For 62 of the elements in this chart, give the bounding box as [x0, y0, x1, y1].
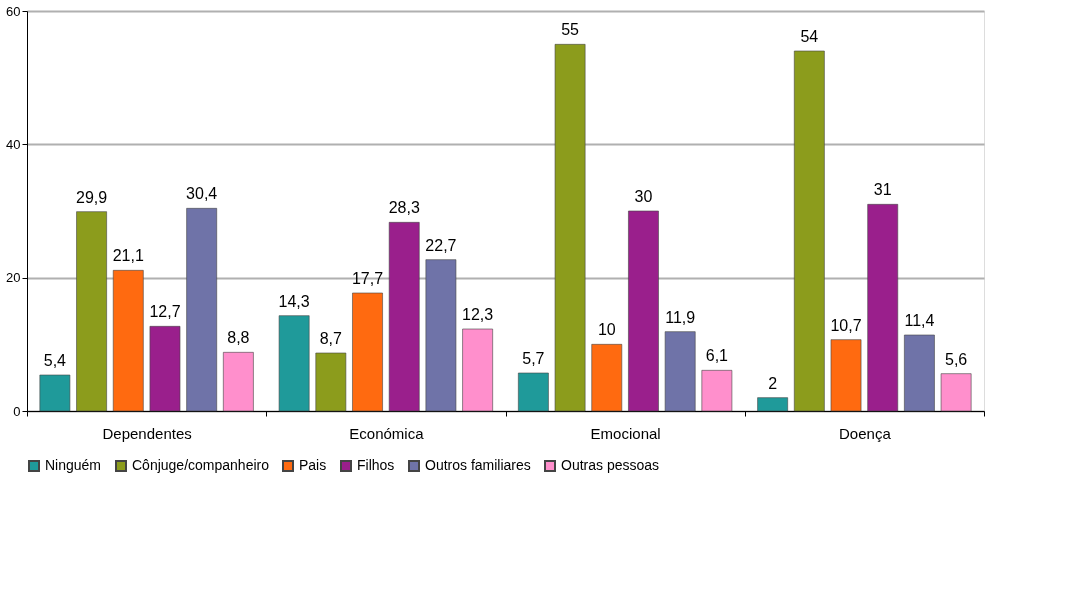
data-label: 10: [597, 321, 616, 339]
data-label: 6,1: [705, 347, 729, 365]
bar: [462, 328, 493, 412]
data-label: 5,6: [944, 350, 968, 368]
bar: [701, 370, 733, 412]
data-label: 22,7: [425, 236, 457, 254]
data-label: 29,9: [76, 188, 108, 206]
data-label: 10,7: [830, 316, 862, 334]
bar: [664, 331, 696, 412]
data-label: 21,1: [112, 247, 144, 265]
bar: [352, 292, 383, 412]
data-label: 11,9: [665, 308, 696, 326]
legend-label: Pais: [299, 457, 327, 473]
data-label: 30,4: [186, 185, 218, 203]
data-label: 11,4: [904, 312, 935, 329]
x-tick-label: Dependentes: [102, 424, 192, 442]
x-tick-label: Emocional: [590, 424, 661, 442]
data-label: 12,3: [462, 306, 494, 323]
bar: [518, 372, 549, 412]
bar: [867, 204, 899, 412]
y-tick-label: 0: [13, 403, 21, 419]
x-tick-label: Económica: [349, 424, 425, 442]
x-tick-label: Doença: [839, 424, 892, 442]
bar: [830, 339, 862, 412]
bar: [425, 259, 457, 412]
bar: [904, 334, 935, 412]
data-label: 17,7: [351, 270, 384, 287]
data-label: 5,4: [43, 352, 67, 369]
legend-label: Ninguém: [45, 457, 102, 473]
y-tick-label: 40: [6, 136, 21, 152]
bar: [628, 210, 659, 412]
bar: [112, 270, 144, 412]
data-label: 8,7: [319, 330, 343, 347]
bar: [76, 211, 107, 412]
data-label: 54: [800, 28, 819, 45]
legend-label: Outras pessoas: [561, 457, 660, 473]
bar: [149, 326, 181, 412]
legend-label: Filhos: [357, 457, 395, 473]
bar: [315, 352, 347, 412]
data-label: 28,3: [388, 199, 420, 217]
y-tick-label: 20: [6, 270, 21, 286]
bar: [388, 222, 420, 412]
data-label: 2: [768, 374, 778, 392]
bar: [278, 315, 310, 412]
y-tick-label: 60: [6, 3, 21, 19]
bar: [39, 374, 71, 412]
bar: [793, 50, 825, 412]
data-label: 5,7: [522, 350, 545, 367]
data-label: 8,8: [227, 329, 250, 347]
bar: [757, 397, 788, 412]
bar: [186, 208, 218, 412]
data-label: 31: [873, 181, 892, 199]
bar: [940, 373, 972, 412]
bar: [554, 44, 586, 412]
legend-label: Outros familiares: [425, 457, 531, 473]
legend-label: Cônjuge/companheiro: [132, 457, 270, 473]
data-label: 14,3: [278, 292, 310, 310]
data-label: 30: [634, 188, 653, 205]
bar: [591, 344, 623, 412]
data-label: 12,7: [149, 303, 181, 321]
bar: [223, 352, 254, 412]
data-label: 55: [561, 21, 580, 39]
